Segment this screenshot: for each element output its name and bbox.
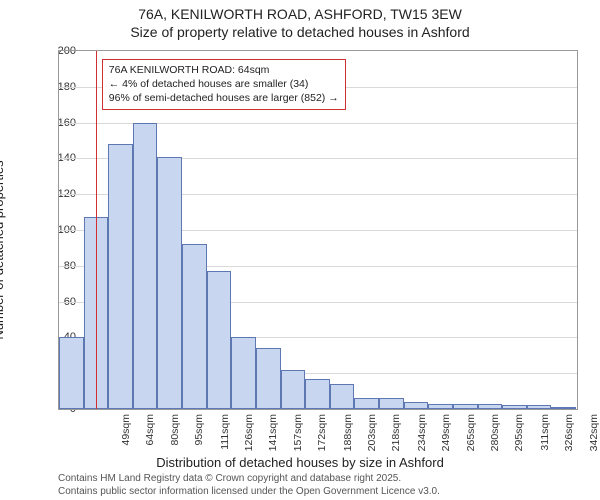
histogram-bar [404,402,429,409]
histogram-bar [551,407,576,409]
annotation-line: 96% of semi-detached houses are larger (… [109,91,339,105]
histogram-bar [527,405,552,409]
plot-area: 76A KENILWORTH ROAD: 64sqm← 4% of detach… [58,50,578,410]
x-tick-label: 265sqm [465,414,477,464]
x-tick-label: 234sqm [416,414,428,464]
histogram-bar [133,123,158,409]
chart-title-address: 76A, KENILWORTH ROAD, ASHFORD, TW15 3EW [0,6,600,22]
x-tick-label: 249sqm [440,414,452,464]
histogram-bar [256,348,281,409]
property-annotation-box: 76A KENILWORTH ROAD: 64sqm← 4% of detach… [102,59,346,110]
x-tick-label: 111sqm [219,414,231,464]
x-tick-label: 188sqm [342,414,354,464]
x-tick-label: 311sqm [539,414,551,464]
property-size-histogram: 76A, KENILWORTH ROAD, ASHFORD, TW15 3EW … [0,0,600,500]
x-tick-label: 280sqm [489,414,501,464]
x-tick-label: 157sqm [292,414,304,464]
histogram-bar [231,337,256,409]
histogram-bar [59,337,84,409]
histogram-bar [157,157,182,409]
histogram-bar [108,144,133,409]
x-tick-label: 203sqm [366,414,378,464]
x-tick-label: 80sqm [169,414,181,464]
histogram-bar [305,379,330,409]
x-tick-label: 172sqm [316,414,328,464]
x-tick-label: 342sqm [588,414,600,464]
y-axis-label: Number of detached properties [0,160,6,339]
chart-title-description: Size of property relative to detached ho… [0,24,600,40]
histogram-bar [502,405,527,409]
x-tick-label: 141sqm [267,414,279,464]
annotation-line: ← 4% of detached houses are smaller (34) [109,77,339,91]
histogram-bar [354,398,379,409]
histogram-bar [453,404,478,409]
histogram-bar [182,244,207,409]
histogram-bar [428,404,453,409]
histogram-bar [478,404,503,409]
x-tick-label: 49sqm [120,414,132,464]
x-tick-label: 126sqm [243,414,255,464]
histogram-bar [330,384,355,409]
histogram-bar [379,398,404,409]
histogram-bar [207,271,232,409]
histogram-bar [281,370,306,409]
x-tick-label: 218sqm [390,414,402,464]
x-tick-label: 64sqm [144,414,156,464]
annotation-line: 76A KENILWORTH ROAD: 64sqm [109,63,339,77]
property-marker-line [96,51,97,409]
x-tick-label: 295sqm [513,414,525,464]
x-tick-label: 95sqm [193,414,205,464]
attribution-text: Contains HM Land Registry data © Crown c… [58,473,440,498]
x-tick-label: 326sqm [563,414,575,464]
